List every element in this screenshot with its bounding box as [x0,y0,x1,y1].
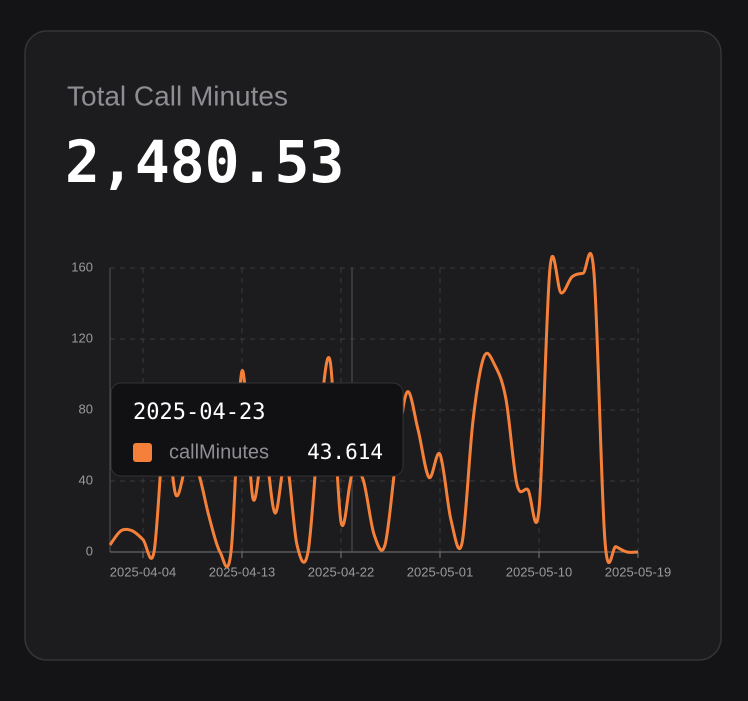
x-tick-label: 2025-05-19 [605,564,672,579]
series-line [108,252,639,569]
card-title: Total Call Minutes [67,80,288,111]
tooltip: 2025-04-23 callMinutes 43.614 [110,382,404,477]
y-tick-label: 40 [79,472,93,487]
tooltip-swatch [133,443,152,462]
card [24,30,722,661]
tooltip-series: callMinutes [169,441,269,463]
y-tick-label: 80 [79,401,93,416]
x-tick-label: 2025-05-01 [407,564,474,579]
x-tick-label: 2025-04-22 [308,564,375,579]
tooltip-date: 2025-04-23 [133,400,265,425]
y-tick-label: 120 [71,330,93,345]
y-tick-label: 160 [71,259,93,274]
x-tick-label: 2025-04-13 [209,564,276,579]
tooltip-box [110,382,404,477]
tooltip-value: 43.614 [307,440,383,464]
card-value: 2,480.53 [65,128,344,196]
x-tick-label: 2025-05-10 [506,564,573,579]
y-tick-label: 0 [86,543,93,558]
x-tick-label: 2025-04-04 [110,564,177,579]
